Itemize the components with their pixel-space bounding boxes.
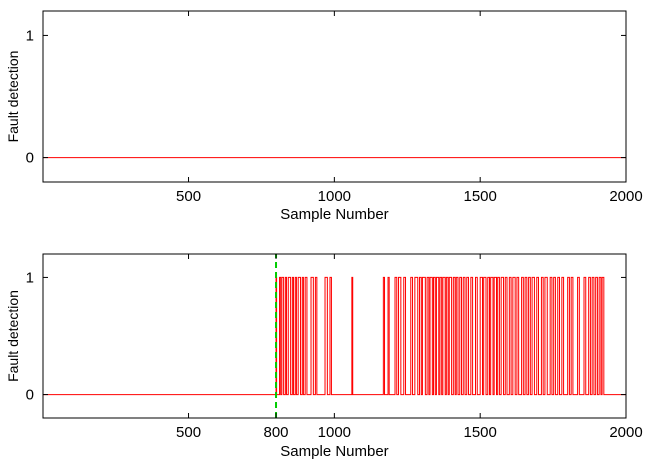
x-tick-label: 1000 [318,424,351,441]
y-tick-label: 0 [26,387,34,404]
y-tick-label: 0 [26,150,34,167]
x-tick-label: 1500 [463,188,496,205]
x-tick-label: 500 [176,188,201,205]
x-tick-label: 1000 [318,188,351,205]
x-axis-label: Sample Number [280,443,388,460]
y-tick-label: 1 [26,269,34,286]
x-tick-label: 500 [176,424,201,441]
x-axis-label: Sample Number [280,206,388,223]
x-tick-label: 800 [264,424,289,441]
chart-panel-2: 500 800 1000 1500 2000 0 1 Sample Number Fault d… [5,253,643,460]
y-tick-label: 1 [26,27,34,44]
axes-box [42,10,627,183]
y-axis-label: Fault detection [5,290,21,382]
x-tick-label: 1500 [463,424,496,441]
x-tick-label: 2000 [609,424,642,441]
chart-panel-1: 500 1000 1500 2000 0 1 Sample Number Fault dete… [5,10,643,223]
fault-detection-series [43,276,626,396]
x-tick-label: 2000 [609,188,642,205]
y-axis-label: Fault detection [5,51,21,143]
